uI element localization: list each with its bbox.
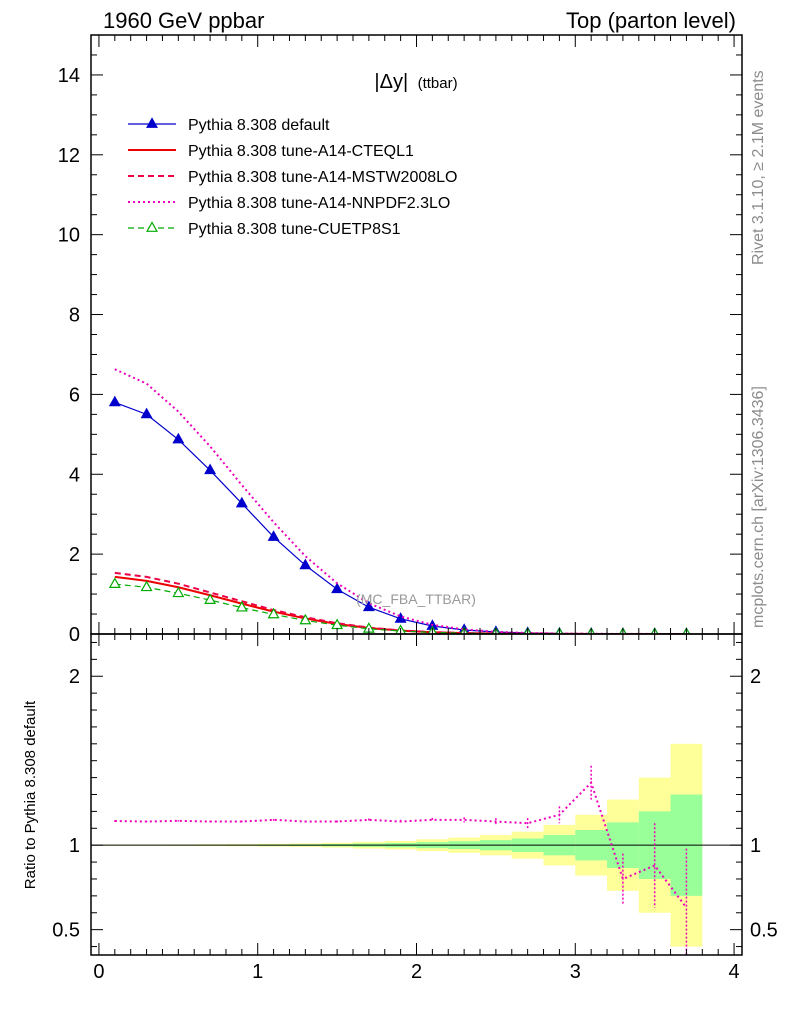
ratio-tick-label-left: 2 [69,666,80,688]
y-tick-label: 8 [69,305,80,327]
data-point [140,407,153,419]
x-tick-label: 3 [570,961,581,983]
header-left: 1960 GeV ppbar [103,8,264,33]
data-point [299,558,312,570]
y-ticks-ratio: 0.5 0.5 1 1 2 2 [52,641,778,948]
ratio-series [114,765,688,955]
legend-item: Pythia 8.308 tune-A14-NNPDF2.3LO [128,195,450,212]
ratio-tick-label-right: 2 [750,666,761,688]
legend-label: Pythia 8.308 tune-A14-MSTW2008LO [188,169,457,186]
y-tick-label: 4 [69,464,80,486]
mcplots-label: mcplots.cern.ch [arXiv:1306.3436] [750,386,767,628]
data-point [204,463,217,475]
data-point [108,395,121,407]
ratio-panel: 0 1 2 3 40.5 0.51 12 2 [52,35,778,983]
ratio-tick-label-right: 0.5 [750,920,778,942]
legend-item: Pythia 8.308 tune-A14-CTEQL1 [128,143,414,160]
data-point [299,613,312,625]
y-tick-label: 12 [58,145,80,167]
plot-title-sub: (ttbar) [418,75,458,92]
legend-item: Pythia 8.308 default [128,117,330,134]
data-point [108,577,121,588]
data-point [172,432,185,444]
ratio-tick-label-left: 1 [69,835,80,857]
legend-marker [146,221,158,232]
data-point [331,582,344,594]
main-panel: 0 2 4 6 8 10 12 14 [58,34,743,646]
data-point [267,607,280,619]
y-tick-label: 0 [69,624,80,646]
legend-item: Pythia 8.308 tune-A14-MSTW2008LO [128,169,457,186]
legend-label: Pythia 8.308 tune-A14-NNPDF2.3LO [188,195,450,212]
data-point [140,580,153,592]
x-ticks: 0 1 2 3 4 [93,35,740,983]
x-tick-label: 2 [411,961,422,983]
data-point [235,496,248,508]
data-point [172,586,185,598]
y-tick-label: 2 [69,544,80,566]
ratio-ylabel: Ratio to Pythia 8.308 default [22,700,39,889]
legend-marker [146,117,158,128]
ratio-tick-label-right: 1 [750,835,761,857]
data-point [235,600,248,612]
legend-label: Pythia 8.308 tune-A14-CTEQL1 [188,143,414,160]
header-right: Top (parton level) [566,8,736,33]
y-tick-label: 6 [69,384,80,406]
legend-label: Pythia 8.308 tune-CUETP8S1 [188,221,401,238]
x-tick-label: 0 [93,961,104,983]
plot-title-main: |Δy| [374,71,408,93]
analysis-watermark: (MC_FBA_TTBAR) [356,591,476,607]
x-tick-label: 1 [252,961,263,983]
legend: Pythia 8.308 default Pythia 8.308 tune-A1… [128,117,457,238]
data-point [362,600,375,612]
y-tick-label: 10 [58,225,80,247]
data-point [204,593,217,604]
rivet-label: Rivet 3.1.10, ≥ 2.1M events [750,70,767,265]
legend-label: Pythia 8.308 default [188,117,330,134]
data-point [267,530,280,541]
y-tick-label: 14 [58,65,80,87]
ratio-tick-label-left: 0.5 [52,920,80,942]
x-tick-label: 4 [728,961,739,983]
plot-title: |Δy| (ttbar) [374,71,457,93]
y-ticks-main: 0 2 4 6 8 10 12 14 [58,34,742,646]
legend-item: Pythia 8.308 tune-CUETP8S1 [128,221,401,238]
